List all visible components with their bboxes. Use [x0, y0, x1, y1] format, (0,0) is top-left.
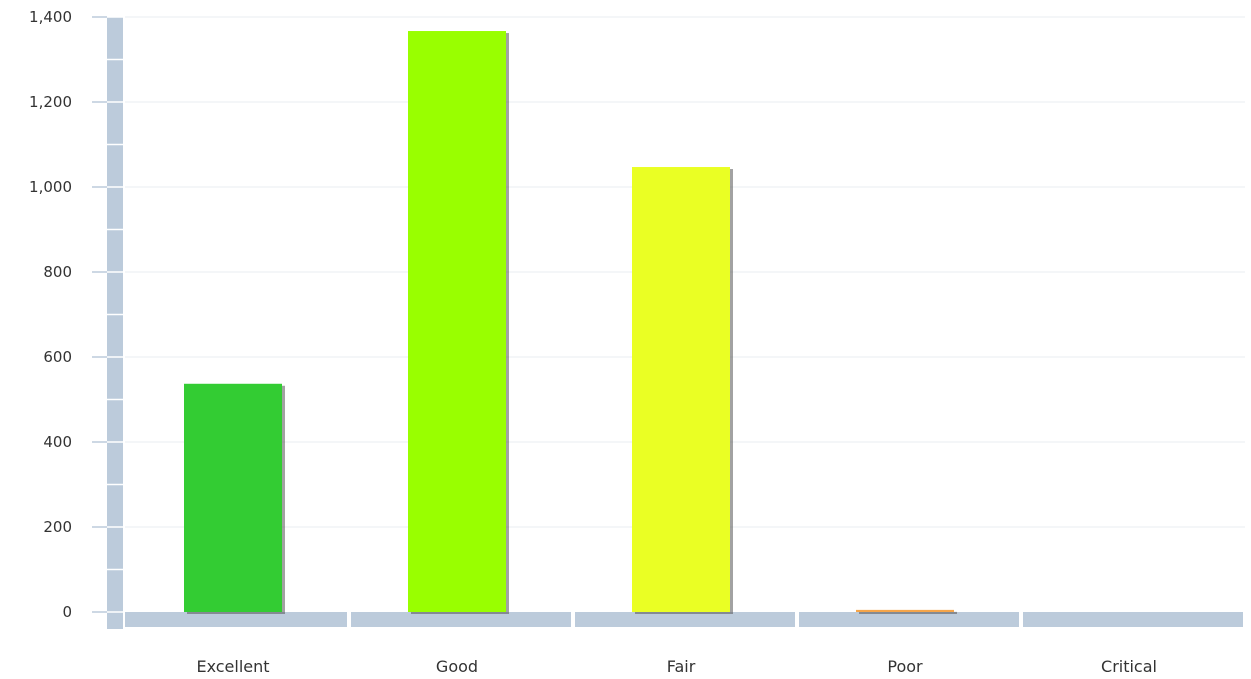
- x-category-label-good: Good: [436, 657, 478, 676]
- x-axis-floor-segment-3: [799, 612, 1019, 627]
- bar-shadow-poor: [859, 611, 957, 614]
- y-tick-label-6: 1,200: [29, 93, 72, 111]
- x-axis-floor-segment-4: [1023, 612, 1243, 627]
- y-tick-label-0: 0: [62, 603, 72, 621]
- y-tick-label-2: 400: [43, 433, 72, 451]
- bar-excellent: [184, 383, 282, 612]
- y-tick-label-4: 800: [43, 263, 72, 281]
- y-tick-label-5: 1,000: [29, 178, 72, 196]
- x-axis-floor-segment-2: [575, 612, 795, 627]
- y-tick-label-1: 200: [43, 518, 72, 536]
- bar-poor: [856, 609, 954, 612]
- x-axis-floor-segment-0: [125, 612, 347, 627]
- x-category-label-excellent: Excellent: [196, 657, 269, 676]
- y-tick-label-7: 1,400: [29, 8, 72, 26]
- x-axis-category-labels: Excellent Good Fair Poor Critical: [196, 657, 1157, 676]
- x-axis-floor-segment-1: [351, 612, 571, 627]
- bar-good: [408, 31, 506, 612]
- axes: [92, 16, 1243, 629]
- x-category-label-poor: Poor: [887, 657, 923, 676]
- bars: [184, 31, 957, 614]
- x-category-label-fair: Fair: [667, 657, 696, 676]
- bar-fair: [632, 167, 730, 612]
- y-axis-tick-labels: 0 200 400 600 800 1,000 1,200 1,400: [29, 8, 72, 621]
- x-category-label-critical: Critical: [1101, 657, 1157, 676]
- y-tick-label-3: 600: [43, 348, 72, 366]
- y-axis: [107, 17, 123, 629]
